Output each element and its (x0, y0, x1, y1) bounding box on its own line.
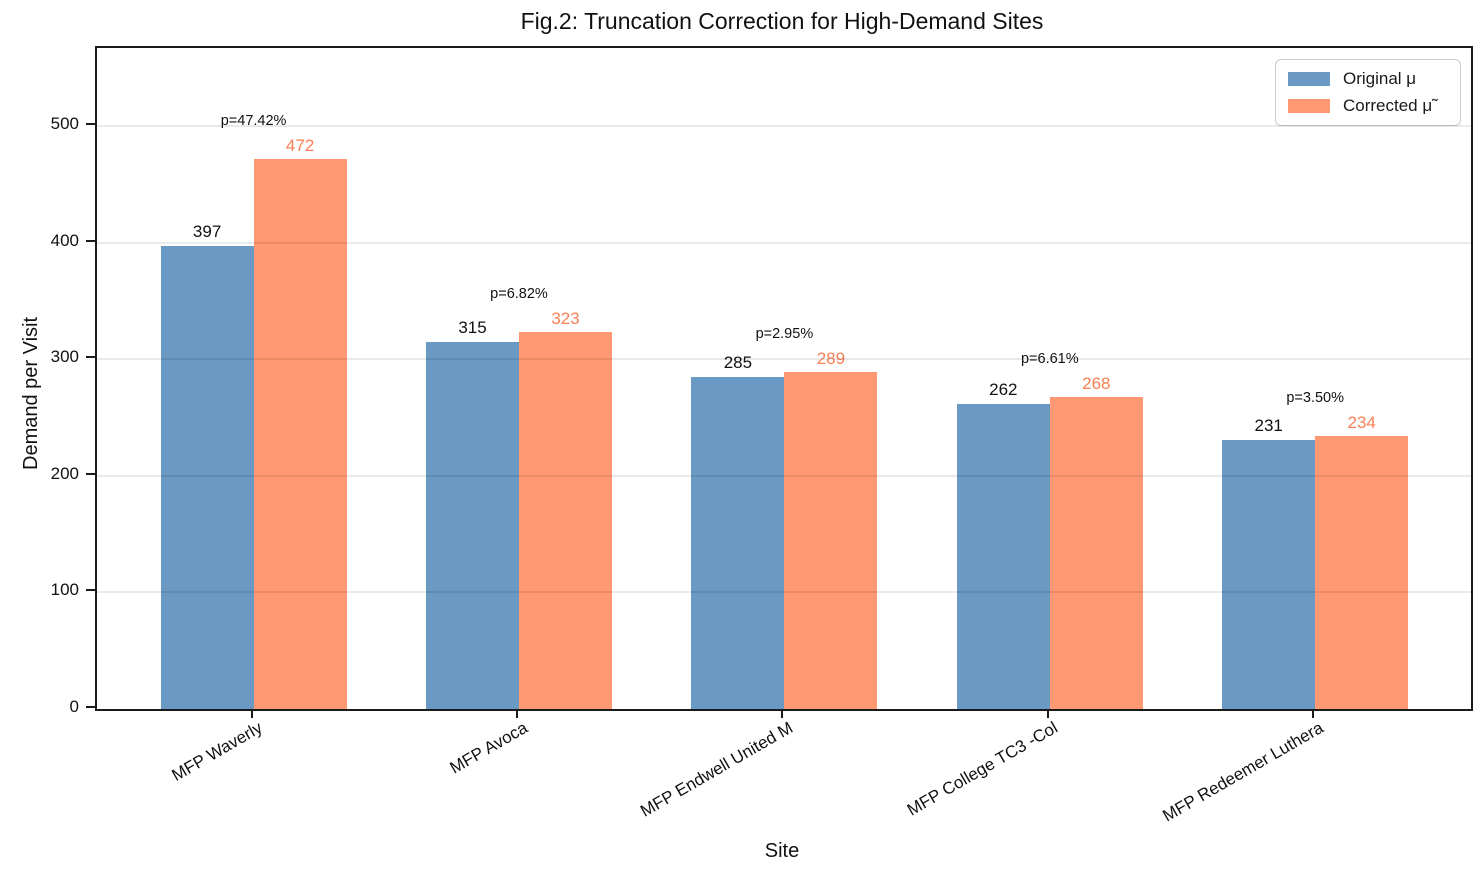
value-label: 285 (723, 352, 753, 372)
bar-original (426, 341, 519, 709)
value-label: 323 (551, 309, 580, 329)
x-tick (1312, 709, 1315, 718)
value-label: 268 (1082, 373, 1111, 393)
gridline (97, 474, 1471, 477)
y-axis-label: Demand per Visit (20, 316, 42, 470)
y-tick (86, 706, 95, 708)
value-label: 262 (989, 379, 1018, 399)
gridline (97, 591, 1471, 594)
bar-corrected (784, 372, 878, 709)
y-tick (86, 356, 95, 359)
x-axis-label: Site (764, 840, 800, 862)
y-tick-label: 400 (50, 230, 79, 250)
value-label: 472 (285, 135, 315, 155)
x-tick-label: MFP College TC3 -Col (904, 718, 1062, 820)
y-tick-label: 500 (50, 114, 79, 134)
y-tick (86, 589, 95, 592)
bar-original (691, 376, 785, 709)
chart-title: Fig.2: Truncation Correction for High-De… (520, 8, 1044, 34)
p-annotation: p=47.42% (220, 112, 287, 129)
x-tick-label: MFP Waverly (168, 718, 266, 785)
legend: Original μ Corrected μ̃ (1275, 59, 1461, 126)
x-tick-label: MFP Avoca (446, 718, 531, 778)
bar-original (956, 403, 1050, 709)
gridline (97, 358, 1471, 361)
gridline (97, 241, 1471, 244)
p-annotation: p=6.61% (1020, 350, 1079, 367)
y-tick (86, 472, 95, 475)
bar-original (160, 246, 254, 709)
gridline (97, 125, 1471, 128)
y-tick-label: 0 (69, 697, 79, 716)
legend-swatch-original (1288, 72, 1330, 86)
legend-label: Original μ (1343, 69, 1417, 88)
p-annotation: p=2.95% (755, 326, 814, 343)
y-tick-label: 200 (50, 463, 79, 483)
x-tick-label: MFP Endwell United M (636, 718, 796, 821)
y-tick-label: 100 (50, 580, 79, 600)
x-tick (250, 709, 253, 718)
value-label: 315 (458, 317, 487, 337)
legend-item: Original μ (1288, 69, 1448, 89)
bar-corrected (519, 332, 612, 709)
p-annotation: p=3.50% (1286, 390, 1345, 407)
legend-swatch-corrected (1288, 99, 1330, 113)
value-label: 231 (1254, 415, 1283, 435)
legend-label: Corrected μ̃ (1343, 96, 1433, 115)
x-tick (516, 709, 518, 718)
y-tick (86, 123, 95, 126)
y-tick (86, 239, 95, 242)
bar-corrected (253, 158, 347, 709)
bar-original (1222, 439, 1316, 709)
value-label: 289 (816, 349, 846, 369)
plot-area: Original μ Corrected μ̃ 397 472 p=47.42% 315… (95, 46, 1473, 711)
y-tick-label: 300 (50, 347, 79, 367)
bar-corrected (1049, 396, 1143, 709)
legend-item: Corrected μ̃ (1288, 96, 1448, 116)
x-tick-label: MFP Redeemer Luthera (1159, 718, 1327, 826)
bar-corrected (1315, 436, 1409, 709)
value-label: 397 (192, 222, 222, 242)
p-annotation: p=6.82% (490, 286, 548, 303)
x-tick (781, 709, 784, 718)
value-label: 234 (1347, 413, 1376, 433)
x-tick (1046, 709, 1049, 718)
